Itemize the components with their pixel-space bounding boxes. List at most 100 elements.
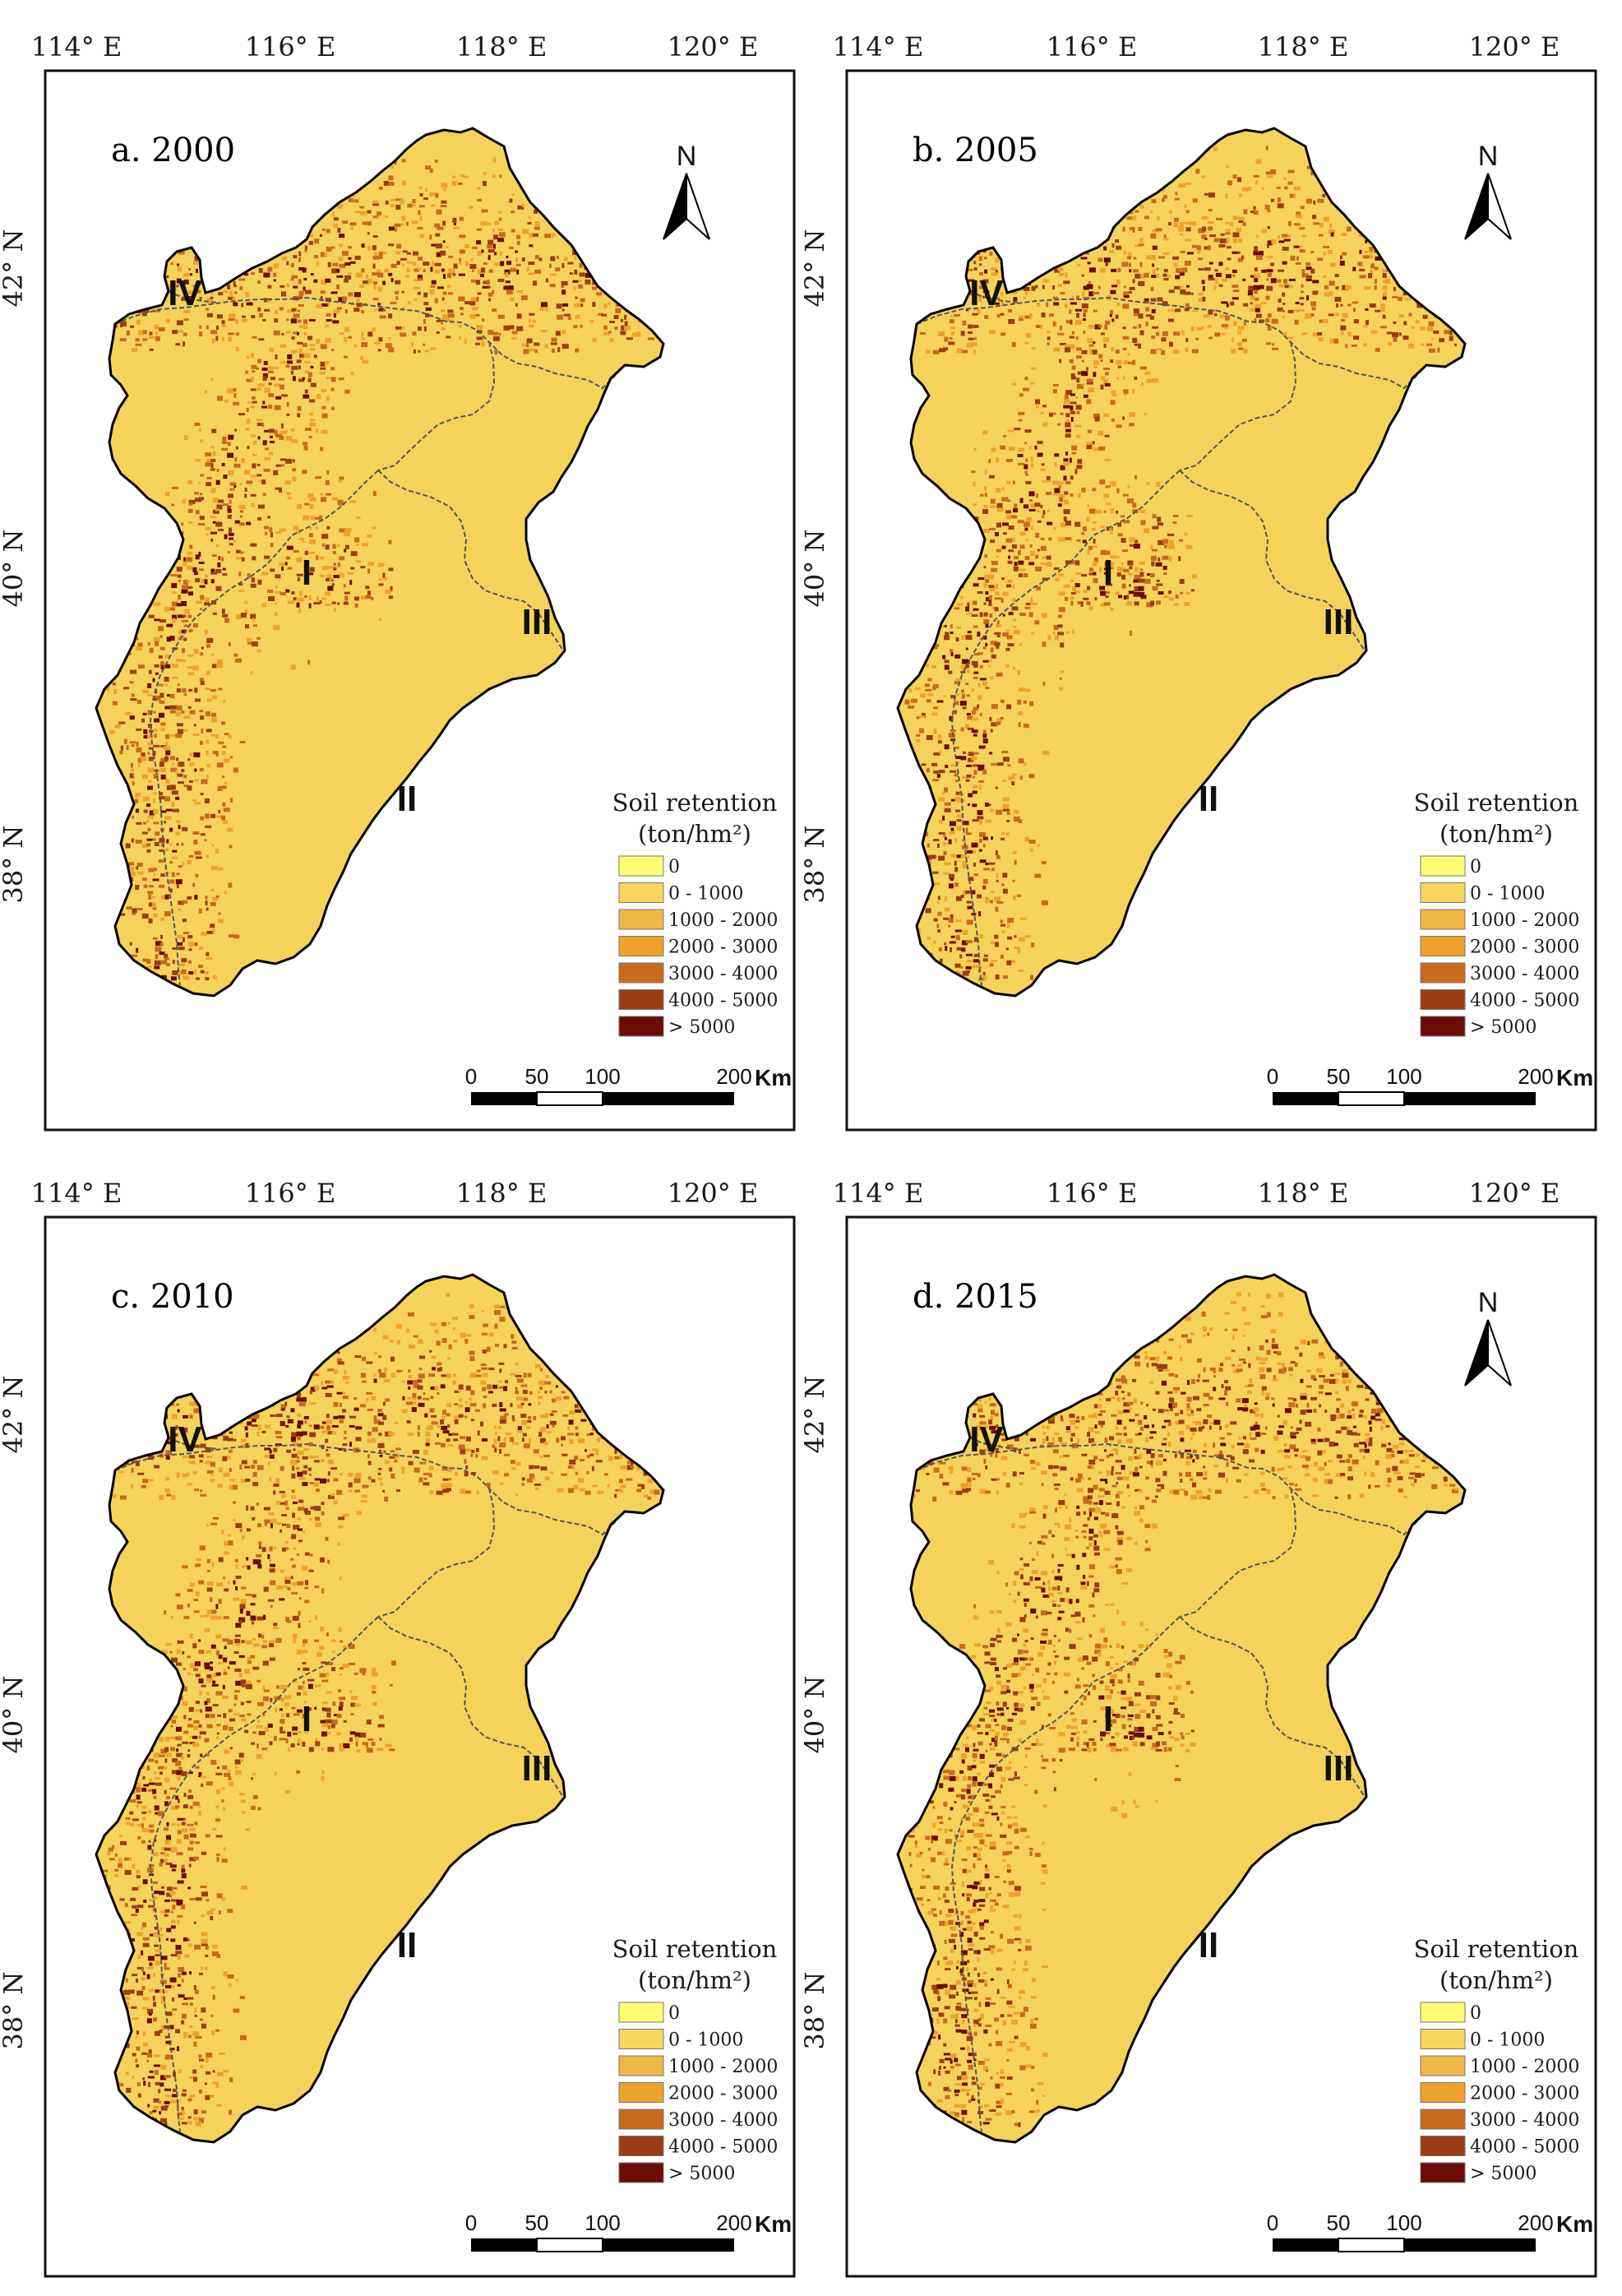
legend-title: Soil retention bbox=[1414, 789, 1579, 817]
scale-bar: 0 50 100 200 Km bbox=[1267, 2210, 1593, 2252]
legend-label: 3000 - 4000 bbox=[1470, 2110, 1579, 2131]
legend-label: 1000 - 2000 bbox=[668, 910, 778, 931]
scale-bar: 0 50 100 200 Km bbox=[1267, 1064, 1593, 1106]
scale-unit: Km bbox=[755, 1065, 792, 1090]
legend-swatch bbox=[618, 2136, 664, 2156]
legend-label: 4000 - 5000 bbox=[668, 2137, 778, 2158]
subregion-boundary bbox=[916, 296, 1427, 390]
study-area-outline bbox=[896, 1273, 1467, 2144]
region-label: I bbox=[1103, 553, 1113, 593]
scale-tick-label: 0 bbox=[465, 1064, 477, 1089]
scale-tick-label: 200 bbox=[1518, 1064, 1553, 1089]
region-label: III bbox=[1324, 602, 1354, 642]
legend-label: 0 bbox=[668, 857, 680, 877]
region-label: I bbox=[302, 1699, 312, 1739]
legend-label: 4000 - 5000 bbox=[668, 991, 778, 1011]
legend-swatch bbox=[1420, 1016, 1466, 1037]
subregion-boundary bbox=[377, 341, 496, 471]
longitude-label: 118° E bbox=[1258, 1178, 1349, 1209]
region-label: III bbox=[1324, 1748, 1354, 1789]
region-label: II bbox=[397, 1925, 417, 1965]
legend-label: 2000 - 3000 bbox=[1470, 937, 1579, 958]
subregion-boundary bbox=[377, 1616, 564, 1798]
scale-unit: Km bbox=[755, 2211, 792, 2237]
legend-label: 0 - 1000 bbox=[1470, 2030, 1545, 2051]
latitude-label: 38° N bbox=[0, 826, 29, 904]
legend-swatch bbox=[1420, 909, 1466, 930]
latitude-label: 38° N bbox=[799, 826, 830, 904]
scale-unit: Km bbox=[1556, 1065, 1593, 1090]
legend-unit: (ton/hm²) bbox=[1439, 1966, 1553, 1994]
legend-label: 1000 - 2000 bbox=[668, 2057, 778, 2077]
latitude-label: 38° N bbox=[0, 1972, 29, 2050]
legend-swatch bbox=[618, 2055, 664, 2076]
longitude-label: 116° E bbox=[1047, 31, 1138, 62]
scale-tick-label: 0 bbox=[465, 2210, 477, 2235]
legend-label: > 5000 bbox=[668, 2164, 735, 2184]
legend-label: 3000 - 4000 bbox=[1470, 964, 1579, 984]
subregion-boundary bbox=[1179, 470, 1366, 651]
legend-swatch bbox=[1420, 2002, 1466, 2023]
scale-tick-label: 200 bbox=[716, 2210, 751, 2235]
subregion-boundary bbox=[114, 296, 626, 390]
legend-label: > 5000 bbox=[668, 1017, 735, 1038]
legend-swatch bbox=[618, 2029, 664, 2049]
latitude-label: 40° N bbox=[0, 530, 29, 608]
legend-swatch bbox=[618, 936, 664, 956]
legend-swatch bbox=[618, 2162, 664, 2183]
scale-bar: 0 50 100 200 Km bbox=[465, 1064, 792, 1106]
scale-tick-label: 0 bbox=[1267, 2210, 1278, 2235]
legend-label: 0 - 1000 bbox=[668, 884, 743, 905]
region-label: IV bbox=[969, 273, 1004, 313]
legend-swatch bbox=[618, 855, 664, 877]
longitude-label: 120° E bbox=[1469, 31, 1560, 62]
panel-title: d. 2015 bbox=[913, 1278, 1038, 1316]
legend-swatch bbox=[1420, 936, 1466, 956]
legend-unit: (ton/hm²) bbox=[1439, 820, 1553, 848]
scale-tick-label: 100 bbox=[585, 1064, 620, 1089]
study-area bbox=[898, 128, 1465, 996]
subregion-boundary bbox=[168, 290, 219, 303]
legend-swatch bbox=[1420, 855, 1466, 877]
legend-label: > 5000 bbox=[1470, 1017, 1537, 1038]
panel-title: b. 2005 bbox=[913, 132, 1038, 169]
legend-swatch bbox=[618, 909, 664, 930]
scale-tick-label: 50 bbox=[525, 1064, 549, 1089]
legend-swatch bbox=[1420, 2136, 1466, 2156]
latitude-label: 42° N bbox=[0, 1376, 29, 1454]
north-label: N bbox=[1478, 1287, 1499, 1318]
legend-label: 3000 - 4000 bbox=[668, 964, 778, 984]
north-arrow-icon bbox=[1464, 1319, 1512, 1386]
subregion-boundary bbox=[969, 1437, 1020, 1450]
legend-swatch bbox=[1420, 962, 1466, 984]
legend-label: > 5000 bbox=[1470, 2164, 1537, 2184]
study-area-outline bbox=[896, 127, 1467, 998]
legend-label: 2000 - 3000 bbox=[668, 937, 778, 958]
legend-unit: (ton/hm²) bbox=[638, 820, 751, 848]
legend-label: 1000 - 2000 bbox=[1470, 910, 1579, 931]
subregion-boundary bbox=[969, 290, 1020, 303]
latitude-label: 38° N bbox=[799, 1972, 830, 2050]
legend-swatch bbox=[1420, 882, 1466, 903]
latitude-label: 40° N bbox=[799, 530, 830, 608]
subregion-boundary bbox=[1179, 1488, 1297, 1618]
region-label: II bbox=[397, 779, 417, 819]
study-area-outline bbox=[95, 127, 665, 998]
legend-swatch bbox=[618, 2109, 664, 2130]
longitude-label: 120° E bbox=[1469, 1178, 1560, 1209]
north-label: N bbox=[677, 141, 697, 172]
subregion-boundary bbox=[149, 470, 379, 986]
scale-tick-label: 100 bbox=[1386, 1064, 1421, 1089]
longitude-label: 120° E bbox=[668, 1178, 759, 1209]
legend-label: 1000 - 2000 bbox=[1470, 2057, 1579, 2077]
north-label: N bbox=[1478, 141, 1499, 172]
study-area bbox=[96, 128, 663, 996]
scale-tick-label: 200 bbox=[716, 1064, 751, 1089]
legend-swatch bbox=[618, 2002, 664, 2023]
subregion-boundary bbox=[149, 1616, 379, 2132]
scale-tick-label: 0 bbox=[1267, 1064, 1278, 1089]
